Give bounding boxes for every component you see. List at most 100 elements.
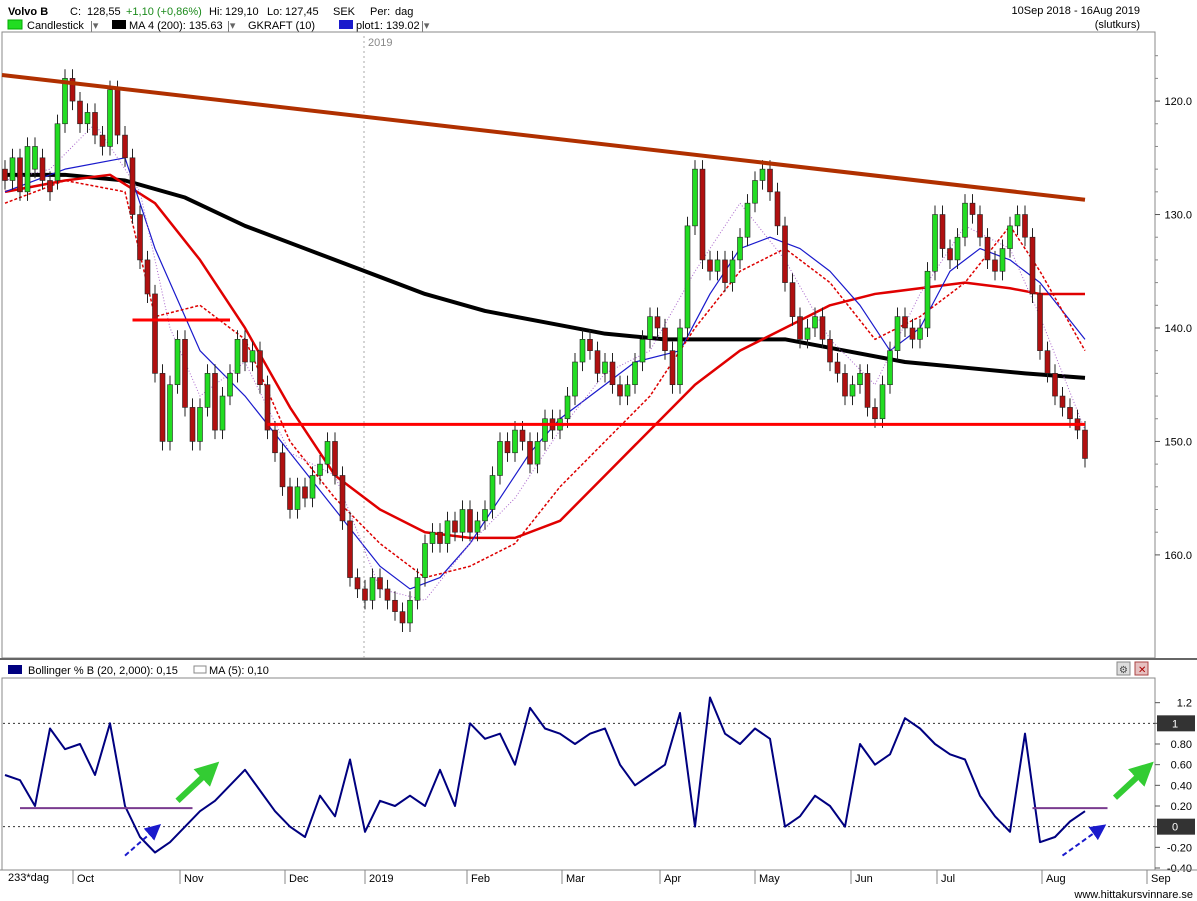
candlestick-series	[2, 69, 1088, 633]
candle	[459, 500, 466, 542]
month-label: Oct	[77, 873, 94, 885]
candle	[977, 205, 983, 247]
candle	[602, 352, 608, 383]
candle	[917, 318, 923, 349]
candle	[969, 194, 976, 224]
candle	[369, 568, 376, 610]
change-value: +1,10 (+0,86%)	[126, 6, 202, 18]
candle	[587, 330, 593, 360]
close-icon[interactable]: ✕	[1134, 661, 1149, 676]
candle	[84, 103, 91, 133]
candle	[234, 330, 241, 383]
candle	[107, 80, 113, 156]
candle	[354, 568, 361, 599]
candle	[122, 126, 128, 167]
candle	[789, 273, 796, 326]
candle	[504, 432, 511, 462]
candle	[257, 341, 263, 394]
indicator-pane[interactable]	[1, 677, 1156, 871]
candle	[242, 330, 248, 372]
candle	[617, 375, 623, 406]
legend-item-plot1[interactable]: plot1: 139.02 |▾	[339, 20, 430, 32]
currency: SEK	[333, 6, 356, 18]
indicator-series	[4, 696, 1086, 854]
candle	[129, 148, 136, 224]
ma-label: MA (5): 0,10	[209, 665, 269, 677]
candle	[144, 250, 151, 304]
close-value: 128,55	[87, 6, 121, 18]
price-type: (slutkurs)	[1095, 19, 1140, 31]
candle	[272, 421, 278, 462]
indicator-tick-box	[1157, 715, 1195, 732]
legend-item-ma4[interactable]: MA 4 (200): 135.63 |▾	[112, 20, 236, 32]
candle	[339, 466, 346, 530]
candle	[444, 511, 451, 553]
high-value: 129,10	[225, 6, 259, 18]
candle	[17, 148, 23, 201]
trendline	[1, 72, 1086, 202]
svg-text:⚙: ⚙	[1119, 665, 1128, 676]
legend-dropdown-icon[interactable]: |▾	[421, 20, 430, 32]
candle	[519, 421, 526, 451]
candle	[497, 432, 503, 485]
candle	[954, 228, 961, 269]
candle	[924, 262, 931, 338]
candle	[834, 352, 841, 383]
candle	[1067, 398, 1073, 428]
candle	[1022, 205, 1028, 247]
candle	[489, 466, 496, 519]
legend-item-gkraft[interactable]: GKRAFT (10)	[248, 20, 315, 32]
candle	[707, 250, 713, 281]
candle	[864, 364, 871, 417]
wrench-icon[interactable]: ⚙	[1116, 661, 1131, 676]
candle	[182, 330, 188, 417]
candle	[474, 511, 481, 542]
candle	[999, 239, 1006, 281]
candle	[212, 364, 218, 440]
legend-dropdown-icon[interactable]: |▾	[90, 20, 99, 32]
legend-dropdown-icon[interactable]: |▾	[227, 20, 236, 32]
month-label: Sep	[1151, 873, 1171, 885]
month-label: Mar	[566, 873, 585, 885]
indicator-tick-label: 0.60	[1171, 760, 1192, 772]
price-annotations	[1, 72, 1086, 426]
candle	[767, 160, 773, 201]
indicator-tick-label: 0	[1172, 822, 1178, 834]
candle	[279, 443, 286, 496]
candle	[542, 409, 548, 451]
price-tick-label: 150.0	[1164, 436, 1192, 448]
candle	[699, 160, 706, 269]
legend-swatch-ma4	[112, 20, 126, 29]
candle	[62, 69, 68, 133]
candle	[992, 250, 998, 281]
candle	[1082, 421, 1088, 468]
candle	[857, 364, 863, 394]
period-label: Per:	[370, 6, 390, 18]
ma-swatch	[193, 665, 207, 674]
bottom-left-label: 233*dag	[8, 872, 49, 884]
candle	[1029, 228, 1036, 304]
price-pane[interactable]	[1, 31, 1156, 659]
candle	[639, 330, 646, 372]
candle	[902, 307, 908, 338]
candle	[962, 194, 968, 247]
candle	[47, 171, 53, 201]
month-label: Jun	[855, 873, 873, 885]
price-tick-label: 160.0	[1164, 550, 1192, 562]
candle	[684, 216, 691, 338]
candle	[662, 318, 668, 360]
candle	[1059, 386, 1066, 417]
legend: Candlestick |▾ MA 4 (200): 135.63 |▾ GKR…	[7, 19, 430, 32]
candle	[362, 579, 368, 610]
candle	[227, 364, 233, 406]
legend-item-candlestick[interactable]: Candlestick |▾	[7, 19, 99, 32]
indicator-tick-label: 0.40	[1171, 780, 1192, 792]
month-label: Feb	[471, 873, 490, 885]
green-arrow-icon	[175, 761, 220, 804]
candle	[677, 318, 683, 394]
year-marker: 2019	[368, 37, 392, 49]
candle	[909, 318, 916, 349]
legend-swatch-plot1	[339, 20, 353, 29]
candle	[609, 352, 616, 394]
